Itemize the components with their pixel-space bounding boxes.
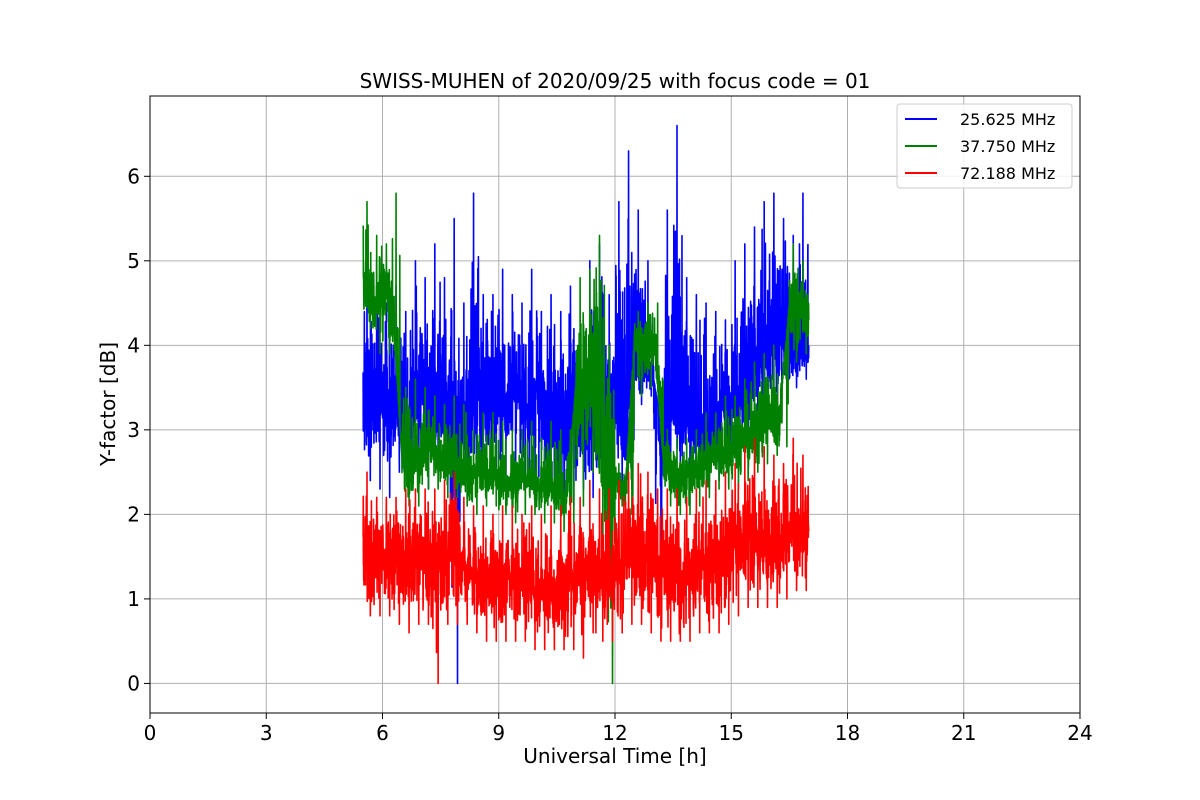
x-tick-label: 9 <box>492 721 505 745</box>
legend-label: 25.625 MHz <box>960 110 1055 129</box>
y-tick-label: 5 <box>127 249 140 273</box>
series-layer <box>362 124 810 685</box>
legend: 25.625 MHz 37.750 MHz 72.188 MHz <box>896 103 1073 189</box>
x-tick-label: 0 <box>144 721 157 745</box>
y-axis-label: Y-factor [dB] <box>96 342 120 467</box>
x-tick-label: 15 <box>719 721 744 745</box>
y-tick-label: 1 <box>127 587 140 611</box>
x-axis-label: Universal Time [h] <box>523 744 706 768</box>
y-tick-label: 3 <box>127 418 140 442</box>
x-tick-label: 18 <box>835 721 860 745</box>
series-line <box>362 192 810 685</box>
x-tick-label: 12 <box>602 721 627 745</box>
y-tick-label: 4 <box>127 333 140 357</box>
legend-box <box>896 103 1073 189</box>
y-tick-label: 0 <box>127 671 140 695</box>
y-tick-label: 2 <box>127 502 140 526</box>
x-tick-label: 6 <box>376 721 389 745</box>
x-tick-label: 24 <box>1067 721 1092 745</box>
legend-label: 72.188 MHz <box>960 164 1055 183</box>
x-tick-label: 3 <box>260 721 273 745</box>
series-line <box>362 437 810 685</box>
chart-title: SWISS-MUHEN of 2020/09/25 with focus cod… <box>360 69 871 93</box>
y-tick-label: 6 <box>127 164 140 188</box>
x-tick-label: 21 <box>951 721 976 745</box>
legend-label: 37.750 MHz <box>960 137 1055 156</box>
